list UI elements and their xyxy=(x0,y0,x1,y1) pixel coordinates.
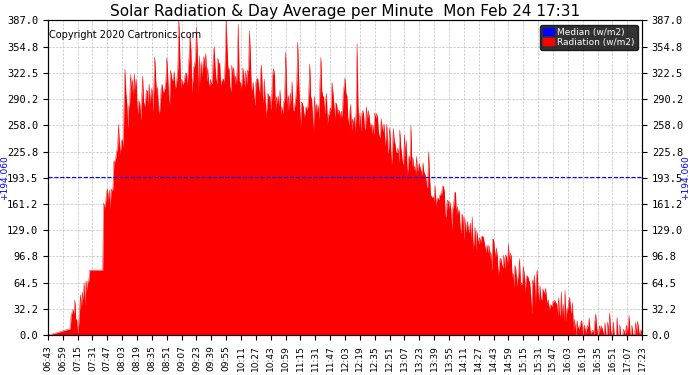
Text: +194.060: +194.060 xyxy=(0,155,9,200)
Title: Solar Radiation & Day Average per Minute  Mon Feb 24 17:31: Solar Radiation & Day Average per Minute… xyxy=(110,4,580,19)
Text: +194.060: +194.060 xyxy=(681,155,690,200)
Text: Copyright 2020 Cartronics.com: Copyright 2020 Cartronics.com xyxy=(49,30,201,40)
Legend: Median (w/m2), Radiation (w/m2): Median (w/m2), Radiation (w/m2) xyxy=(540,25,638,50)
